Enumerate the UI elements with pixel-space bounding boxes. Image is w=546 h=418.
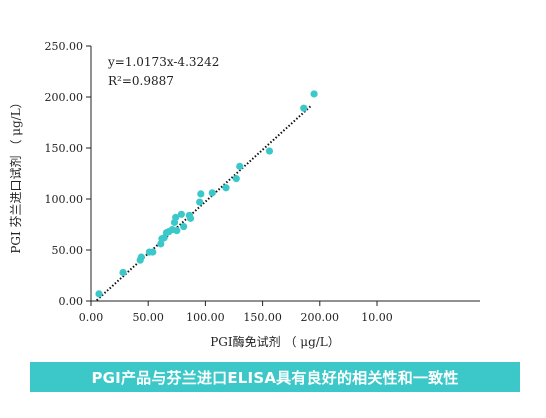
data-point (177, 210, 185, 218)
scatter-chart: 0.00 50.00 100.00 150.00 200.00 250.00 0.00 50… (8, 40, 480, 349)
data-point (197, 190, 205, 198)
data-point (95, 290, 103, 298)
x-axis-title: PGI酶免试剂 （ μg/L） (210, 334, 340, 349)
y-tick-label: 250.00 (45, 40, 84, 53)
data-point (149, 248, 157, 256)
caption-text: PGI产品与芬兰进口ELISA具有良好的相关性和一致性 (91, 368, 459, 387)
x-tick-label: 200.00 (301, 311, 340, 324)
x-axis: 0.00 50.00 100.00 150.00 200.00 10.00 (79, 300, 480, 324)
x-tick-label: 100.00 (186, 311, 225, 324)
y-tick-label: 0.00 (59, 295, 84, 308)
data-point (208, 189, 216, 197)
y-axis-title: PGI 芬兰进口试剂 （ μg/L） (8, 96, 23, 253)
caption-banner: PGI产品与芬兰进口ELISA具有良好的相关性和一致性 (30, 362, 520, 392)
y-axis: 0.00 50.00 100.00 150.00 200.00 250.00 (45, 40, 92, 308)
data-point (172, 213, 180, 221)
x-tick-label: 50.00 (132, 311, 164, 324)
data-point (310, 90, 318, 98)
regression-equation: y=1.0173x-4.3242 (107, 55, 219, 69)
data-point (232, 175, 240, 183)
data-point (186, 214, 195, 222)
r-squared-label: R²=0.9887 (108, 74, 174, 88)
x-tick-label: 10.00 (361, 311, 393, 324)
y-tick-label: 50.00 (52, 244, 84, 257)
trendline (96, 104, 313, 301)
data-point (236, 162, 244, 170)
data-point (173, 227, 181, 235)
data-point (196, 198, 204, 206)
x-tick-label: 150.00 (243, 311, 282, 324)
data-point (180, 222, 188, 231)
data-point (265, 147, 274, 155)
y-tick-label: 150.00 (45, 142, 84, 155)
data-point (300, 104, 308, 112)
x-tick-label: 0.00 (79, 311, 104, 324)
y-tick-label: 200.00 (45, 91, 84, 104)
data-point (119, 268, 127, 277)
y-tick-label: 100.00 (45, 193, 84, 206)
data-point (137, 253, 145, 261)
data-point (222, 184, 230, 192)
